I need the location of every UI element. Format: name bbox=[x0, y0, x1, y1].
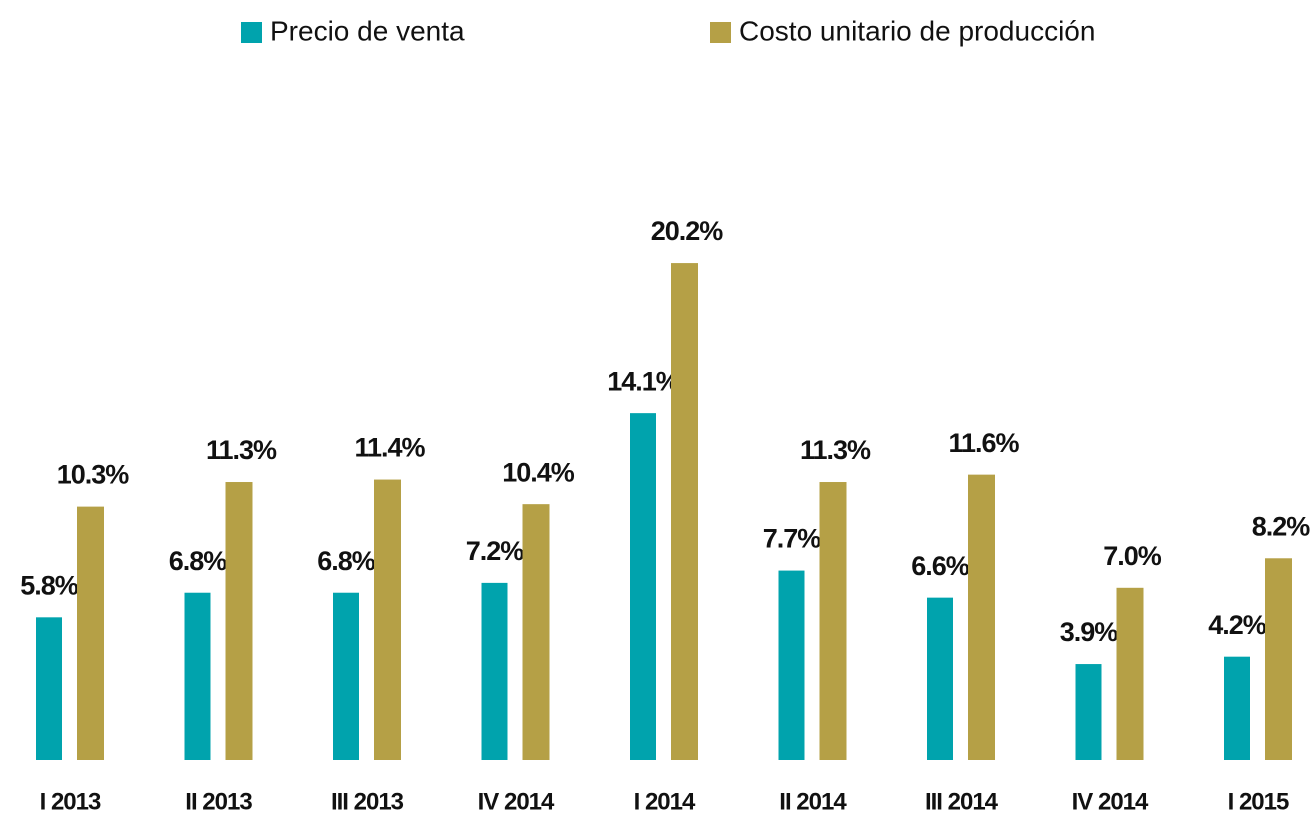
x-tick-label: I 2015 bbox=[1228, 788, 1289, 813]
data-label: 11.6% bbox=[948, 428, 1019, 458]
bar bbox=[184, 592, 211, 760]
bar bbox=[968, 474, 995, 760]
x-tick-label: II 2014 bbox=[779, 788, 847, 813]
data-label: 10.4% bbox=[502, 457, 575, 487]
bar bbox=[225, 482, 253, 760]
x-tick-label: III 2014 bbox=[925, 788, 999, 813]
bar bbox=[778, 570, 805, 760]
legend-swatch bbox=[710, 22, 731, 43]
bar bbox=[1265, 558, 1292, 760]
bar bbox=[374, 479, 401, 760]
x-tick-label: I 2014 bbox=[634, 788, 696, 813]
data-label: 14.1% bbox=[607, 366, 680, 396]
data-label: 4.2% bbox=[1208, 610, 1267, 640]
bar bbox=[36, 617, 62, 760]
bar bbox=[1224, 656, 1250, 760]
legend-swatch bbox=[241, 22, 262, 43]
data-label: 20.2% bbox=[651, 216, 724, 246]
bar bbox=[77, 506, 104, 760]
bar bbox=[333, 592, 359, 760]
data-label: 5.8% bbox=[20, 570, 79, 600]
data-label: 11.3% bbox=[206, 435, 277, 465]
x-tick-label: IV 2014 bbox=[1072, 788, 1149, 813]
data-label: 11.4% bbox=[354, 433, 425, 463]
bar bbox=[927, 597, 953, 760]
bar bbox=[630, 413, 656, 760]
bar bbox=[1075, 664, 1102, 760]
bar bbox=[1116, 587, 1144, 760]
data-label: 6.8% bbox=[317, 546, 376, 576]
x-tick-label: IV 2014 bbox=[478, 788, 555, 813]
x-tick-label: I 2013 bbox=[40, 788, 101, 813]
bar bbox=[522, 504, 550, 760]
data-label: 11.3% bbox=[800, 435, 871, 465]
bar bbox=[819, 482, 847, 760]
x-tick-label: II 2013 bbox=[185, 788, 252, 813]
data-label: 7.2% bbox=[466, 536, 525, 566]
data-label: 10.3% bbox=[57, 460, 130, 490]
data-label: 6.8% bbox=[169, 546, 228, 576]
legend-label: Precio de venta bbox=[270, 15, 465, 46]
bar bbox=[671, 263, 698, 760]
legend-label: Costo unitario de producción bbox=[739, 15, 1095, 46]
data-label: 8.2% bbox=[1252, 511, 1311, 541]
data-label: 3.9% bbox=[1060, 617, 1119, 647]
data-label: 7.0% bbox=[1103, 541, 1162, 571]
data-label: 6.6% bbox=[911, 551, 970, 581]
data-label: 7.7% bbox=[763, 524, 822, 554]
x-tick-label: III 2013 bbox=[331, 788, 404, 813]
bar bbox=[481, 582, 508, 760]
